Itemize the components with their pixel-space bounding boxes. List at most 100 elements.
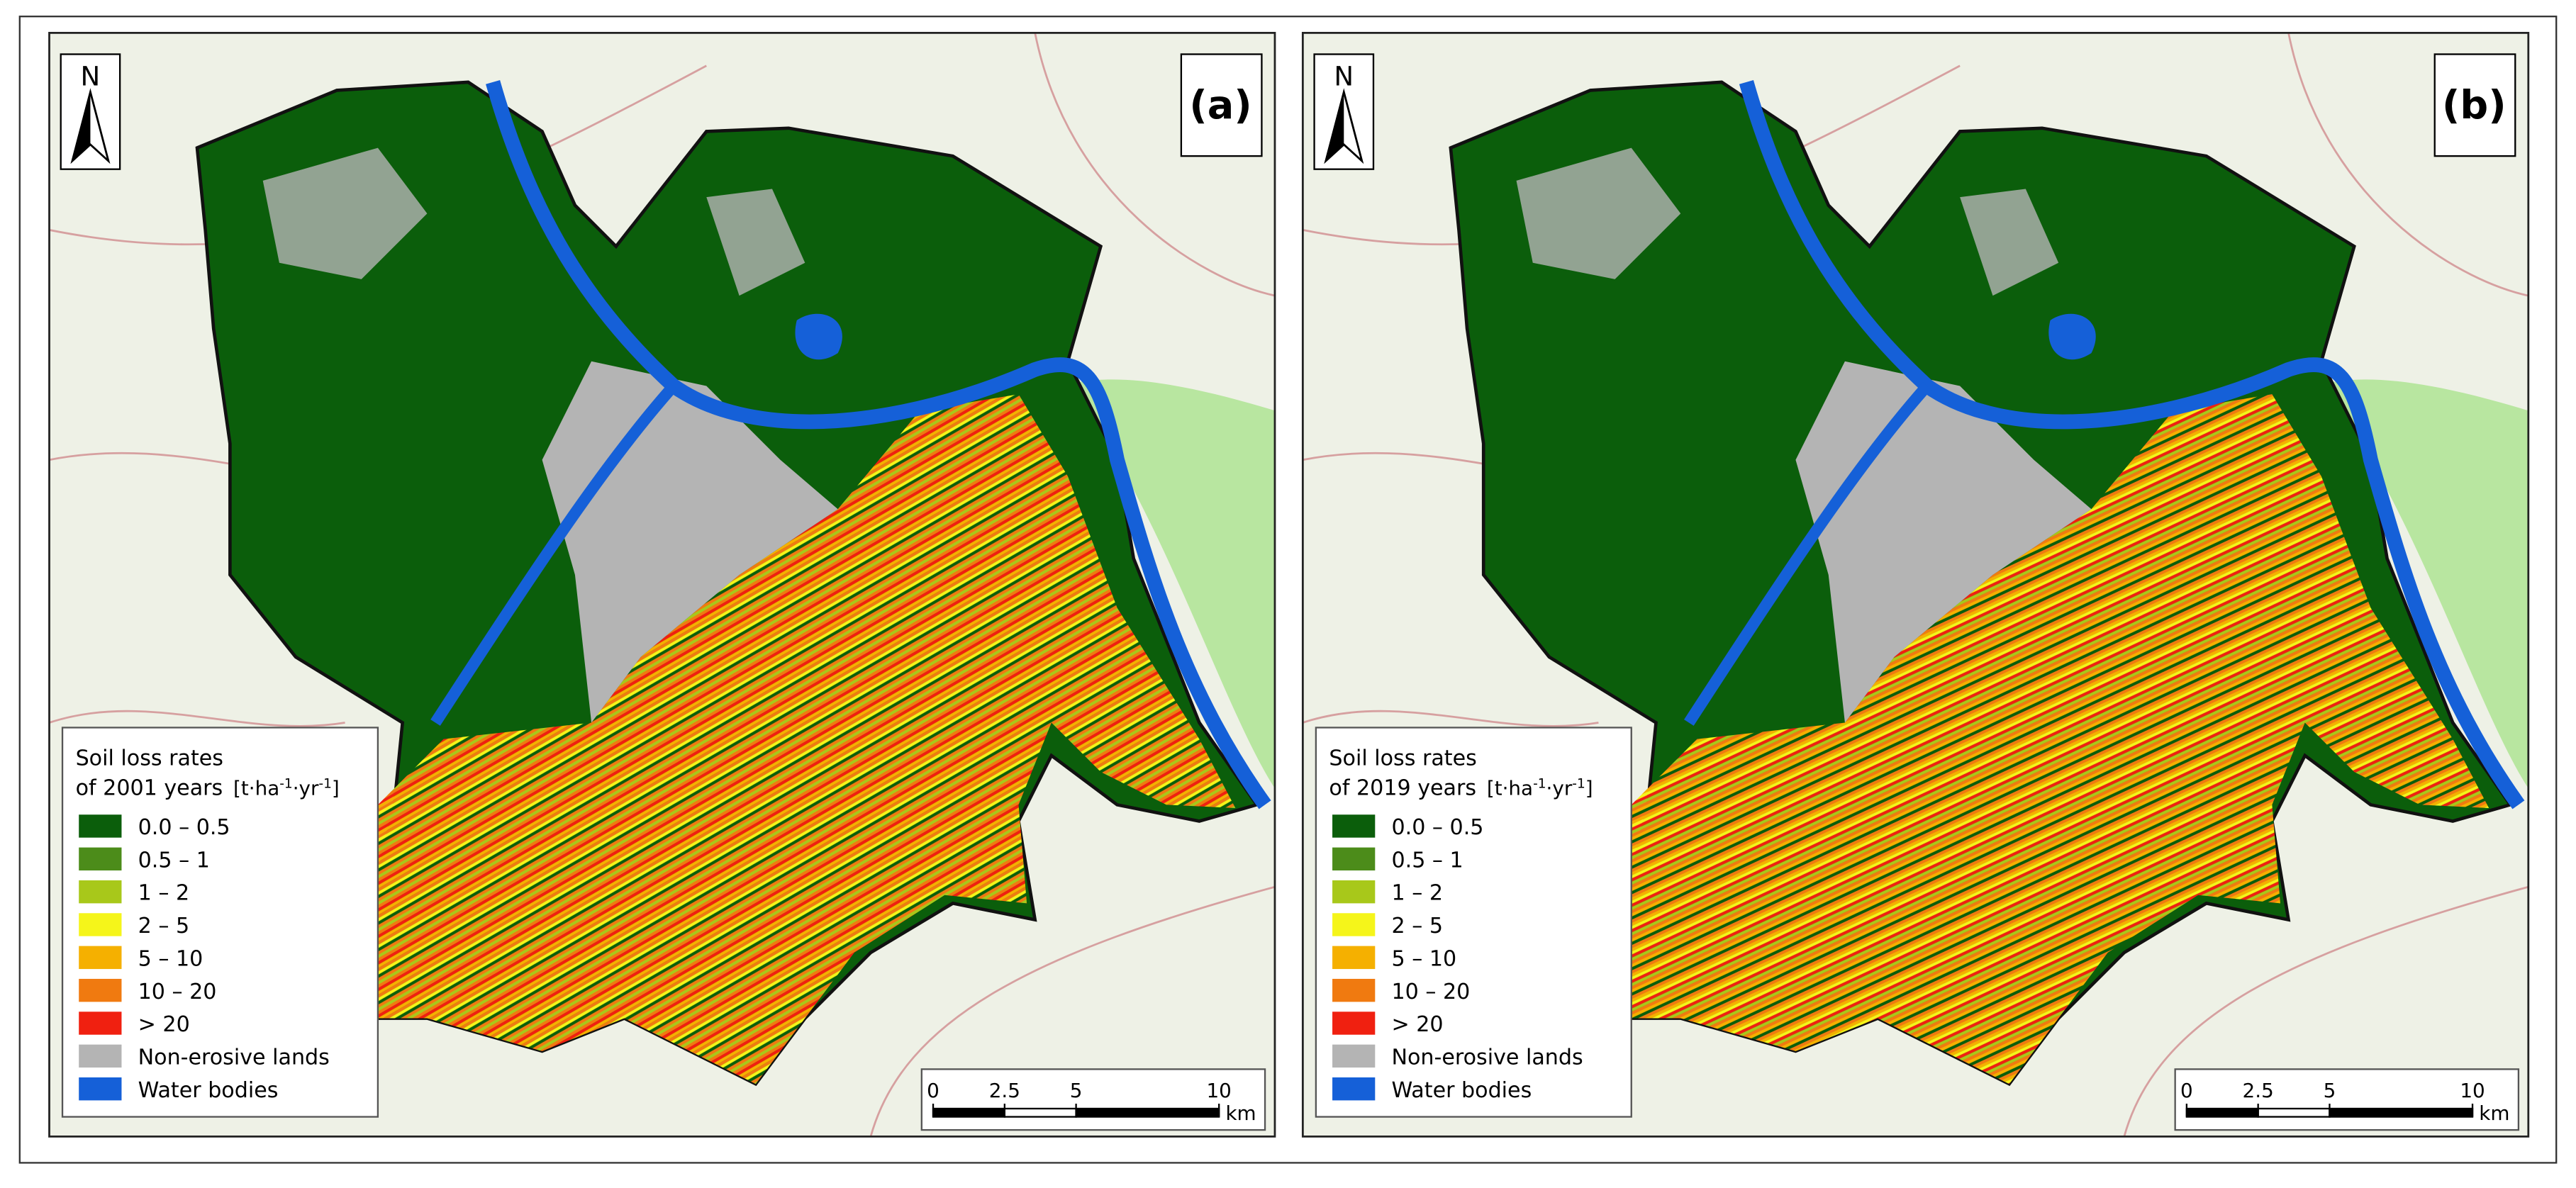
- legend-unit: [t·ha-1·yr-1]: [233, 776, 340, 800]
- legend-swatch: [79, 1012, 122, 1035]
- legend-item-label: Non-erosive lands: [1391, 1045, 1583, 1070]
- legend-title: Soil loss rates: [1329, 746, 1476, 771]
- unit-part: [t·ha: [233, 776, 279, 800]
- scale-box: [920, 1068, 1266, 1131]
- river: [1739, 80, 2525, 809]
- unit-part: ·yr: [1546, 776, 1573, 800]
- scale-tick-label: 5: [1070, 1079, 1083, 1102]
- road: [49, 710, 345, 727]
- scale-tick-label: 0: [927, 1079, 939, 1102]
- urban-patch: [1516, 147, 2059, 296]
- lake: [2048, 313, 2096, 360]
- legend-swatch: [1332, 814, 1376, 838]
- legend-item-label: 0.0 – 0.5: [138, 815, 230, 840]
- legend-item-label: 2 – 5: [1391, 914, 1443, 938]
- urban-patch: [262, 147, 805, 296]
- road: [2287, 33, 2528, 297]
- legend-swatch: [79, 946, 122, 970]
- panel-label: (b): [2442, 82, 2507, 128]
- label-box: [2433, 53, 2516, 157]
- legend-swatch: [1332, 1077, 1376, 1101]
- scale-tick-label: 10: [1206, 1079, 1231, 1102]
- unit-part: ]: [1585, 776, 1593, 800]
- north-arrow-fill: [1325, 91, 1344, 162]
- legend-item-label: 10 – 20: [1391, 980, 1470, 1004]
- scale-tick-label: 0: [2180, 1079, 2193, 1102]
- unit-part: -1: [318, 776, 331, 791]
- panel-frame: [1301, 31, 2530, 1138]
- legend-item-label: 1 – 2: [1391, 881, 1443, 906]
- north-label: N: [81, 62, 101, 92]
- scale-segment: [2257, 1107, 2331, 1118]
- legend-item-label: 0.5 – 1: [138, 848, 210, 873]
- north-label: N: [1334, 62, 1354, 92]
- legend-subtitle: of 2001 years: [76, 775, 223, 800]
- green-area: [2272, 379, 2528, 789]
- legend-swatch: [79, 814, 122, 838]
- legend-swatch: [1332, 913, 1376, 936]
- legend-item-label: Water bodies: [138, 1078, 279, 1103]
- road: [1034, 33, 1275, 297]
- legend-item-label: Non-erosive lands: [138, 1045, 330, 1070]
- legend-swatch: [79, 1077, 122, 1101]
- legend-swatch: [79, 880, 122, 904]
- legend-swatch: [1332, 880, 1376, 904]
- scale-tick-label: 10: [2460, 1079, 2485, 1102]
- erosive-area: [345, 394, 1236, 1085]
- road: [869, 885, 1275, 1137]
- outer-frame: [18, 16, 2558, 1164]
- unit-part: ·yr: [293, 776, 319, 800]
- legend-title: Soil loss rates: [76, 746, 223, 771]
- scale-tick-label: 5: [2324, 1079, 2336, 1102]
- legend-item-label: 2 – 5: [138, 914, 190, 938]
- legend-item-label: > 20: [1391, 1012, 1443, 1037]
- erosive-area: [1598, 394, 2489, 1085]
- scale-unit: km: [1225, 1102, 1256, 1125]
- label-box: [1180, 53, 1263, 157]
- panel-frame: [48, 31, 1276, 1138]
- legend-subtitle: of 2019 years: [1329, 775, 1476, 800]
- unit-part: -1: [1572, 776, 1585, 791]
- unit-part: ]: [332, 776, 340, 800]
- road: [2123, 885, 2528, 1137]
- scale-segment: [2329, 1107, 2474, 1118]
- legend-item-label: Water bodies: [1391, 1078, 1532, 1103]
- legend-item-label: 5 – 10: [138, 946, 203, 971]
- unit-part: -1: [279, 776, 292, 791]
- unit-part: -1: [1533, 776, 1546, 791]
- legend-item-label: 0.0 – 0.5: [1391, 815, 1483, 840]
- scale-box: [2174, 1068, 2520, 1131]
- legend-swatch: [79, 978, 122, 1002]
- scale-segment: [1075, 1107, 1220, 1118]
- river: [430, 382, 679, 726]
- legend-swatch: [79, 913, 122, 936]
- scale-unit: km: [2479, 1102, 2509, 1125]
- legend-item-label: 10 – 20: [138, 980, 217, 1004]
- scale-segment: [2185, 1107, 2259, 1118]
- panel-label: (a): [1189, 82, 1251, 128]
- legend-item-label: 0.5 – 1: [1391, 848, 1463, 873]
- green-area: [1018, 379, 1275, 789]
- legend-unit: [t·ha-1·yr-1]: [1487, 776, 1593, 800]
- legend-item-label: 1 – 2: [138, 881, 190, 906]
- scale-tick-label: 2.5: [989, 1079, 1020, 1102]
- legend-swatch: [79, 1044, 122, 1068]
- scale-segment: [1003, 1107, 1077, 1118]
- legend-swatch: [1332, 978, 1376, 1002]
- legend-swatch: [79, 847, 122, 871]
- legend-swatch: [1332, 1044, 1376, 1068]
- legend-swatch: [1332, 946, 1376, 970]
- road: [1303, 710, 1599, 727]
- legend-item-label: 5 – 10: [1391, 946, 1456, 971]
- lake: [795, 313, 842, 360]
- legend-item-label: > 20: [138, 1012, 190, 1037]
- unit-part: [t·ha: [1487, 776, 1533, 800]
- legend-swatch: [1332, 847, 1376, 871]
- river: [486, 80, 1271, 809]
